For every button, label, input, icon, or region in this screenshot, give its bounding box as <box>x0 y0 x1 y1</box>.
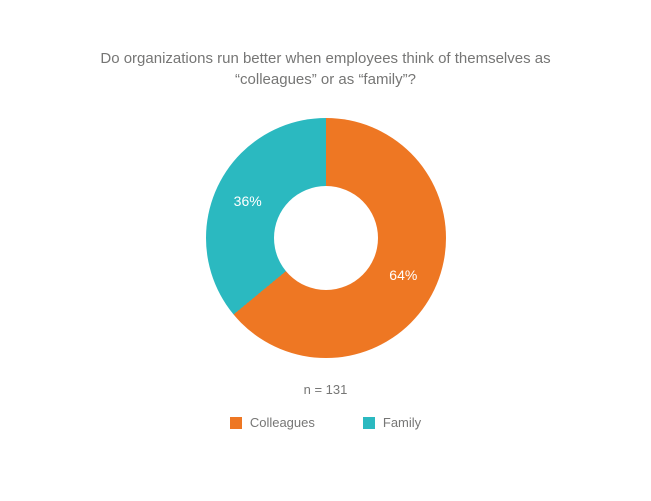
slice-label-colleagues: 64% <box>389 267 417 283</box>
donut-chart: 64% 36% <box>206 118 446 358</box>
legend-swatch <box>230 417 242 429</box>
legend: Colleagues Family <box>230 415 421 430</box>
legend-label: Colleagues <box>250 415 315 430</box>
legend-swatch <box>363 417 375 429</box>
slice-label-family: 36% <box>234 193 262 209</box>
legend-label: Family <box>383 415 421 430</box>
legend-item: Colleagues <box>230 415 315 430</box>
sample-size-label: n = 131 <box>304 382 348 397</box>
legend-item: Family <box>363 415 421 430</box>
chart-title: Do organizations run better when employe… <box>66 48 586 90</box>
